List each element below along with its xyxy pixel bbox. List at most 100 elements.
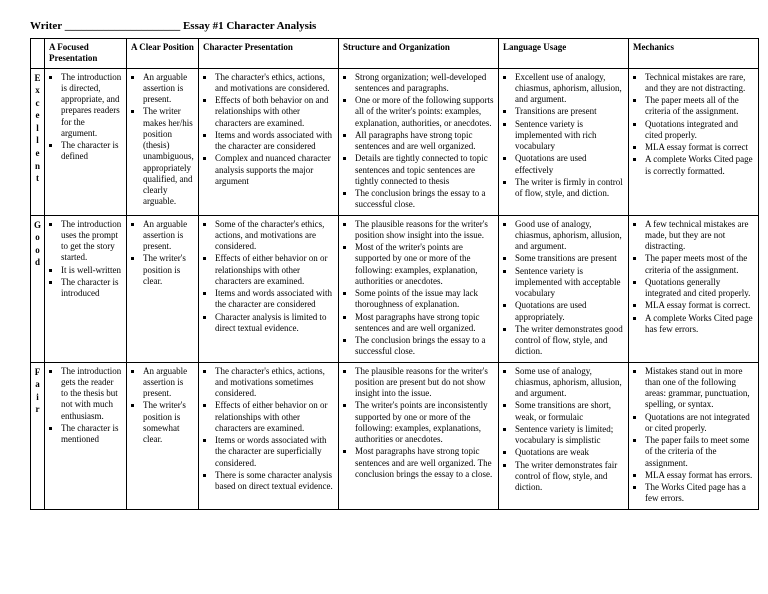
writer-blank: _____________________ — [65, 20, 181, 32]
criteria-item: Transitions are present — [515, 106, 624, 117]
criteria-item: Effects of both behavior on and relation… — [215, 95, 334, 129]
col-mech: Mechanics — [629, 39, 759, 69]
criteria-item: Items and words associated with the char… — [215, 130, 334, 153]
criteria-item: The character's ethics, actions, and mot… — [215, 72, 334, 95]
rubric-header: Writer _____________________ Essay #1 Ch… — [30, 20, 738, 32]
criteria-item: An arguable assertion is present. — [143, 72, 194, 106]
criteria-item: Excellent use of analogy, chiasmus, apho… — [515, 72, 624, 106]
rubric-cell: The introduction is directed, appropriat… — [45, 68, 127, 215]
criteria-list: The character's ethics, actions, and mot… — [203, 72, 334, 188]
criteria-list: An arguable assertion is present.The wri… — [131, 219, 194, 288]
criteria-list: Some of the character's ethics, actions,… — [203, 219, 334, 335]
criteria-item: Quotations are weak — [515, 447, 624, 458]
criteria-item: Some of the character's ethics, actions,… — [215, 219, 334, 253]
rubric-table: A Focused Presentation A Clear Position … — [30, 38, 759, 510]
criteria-list: Good use of analogy, chiasmus, aphorism,… — [503, 219, 624, 358]
row-label: Good — [31, 215, 45, 362]
criteria-item: Mistakes stand out in more than one of t… — [645, 366, 754, 411]
criteria-item: Strong organization; well-developed sent… — [355, 72, 494, 95]
criteria-item: An arguable assertion is present. — [143, 219, 194, 253]
criteria-list: An arguable assertion is present.The wri… — [131, 366, 194, 446]
header-row: A Focused Presentation A Clear Position … — [31, 39, 759, 69]
criteria-list: Mistakes stand out in more than one of t… — [633, 366, 754, 505]
row-label: Excellent — [31, 68, 45, 215]
criteria-item: The writer's position is somewhat clear. — [143, 400, 194, 445]
table-row: Good The introduction uses the prompt to … — [31, 215, 759, 362]
criteria-item: MLA essay format is correct — [645, 142, 754, 153]
col-position: A Clear Position — [127, 39, 199, 69]
criteria-item: The character's ethics, actions, and mot… — [215, 366, 334, 400]
criteria-item: Quotations are not integrated or cited p… — [645, 412, 754, 435]
criteria-item: Effects of either behavior on or relatio… — [215, 400, 334, 434]
criteria-item: A complete Works Cited page has few erro… — [645, 313, 754, 336]
table-row: Fair The introduction gets the reader to … — [31, 362, 759, 509]
rubric-cell: An arguable assertion is present.The wri… — [127, 68, 199, 215]
criteria-item: The writer demonstrates good control of … — [515, 324, 624, 358]
criteria-item: The paper meets most of the criteria of … — [645, 253, 754, 276]
rubric-cell: Strong organization; well-developed sent… — [339, 68, 499, 215]
criteria-item: The introduction is directed, appropriat… — [61, 72, 122, 140]
criteria-list: Excellent use of analogy, chiasmus, apho… — [503, 72, 624, 200]
rubric-cell: The introduction gets the reader to the … — [45, 362, 127, 509]
row-label: Fair — [31, 362, 45, 509]
table-row: Excellent The introduction is directed, a… — [31, 68, 759, 215]
rubric-cell: The plausible reasons for the writer's p… — [339, 215, 499, 362]
criteria-item: A complete Works Cited page is correctly… — [645, 154, 754, 177]
criteria-list: The character's ethics, actions, and mot… — [203, 366, 334, 493]
criteria-item: The introduction gets the reader to the … — [61, 366, 122, 422]
criteria-item: Effects of either behavior on or relatio… — [215, 253, 334, 287]
criteria-list: Strong organization; well-developed sent… — [343, 72, 494, 211]
rubric-cell: The introduction uses the prompt to get … — [45, 215, 127, 362]
criteria-item: Sentence variety is limited; vocabulary … — [515, 424, 624, 447]
criteria-item: The character is defined — [61, 140, 122, 163]
rubric-cell: An arguable assertion is present.The wri… — [127, 362, 199, 509]
rubric-cell: A few technical mistakes are made, but t… — [629, 215, 759, 362]
criteria-list: The plausible reasons for the writer's p… — [343, 366, 494, 481]
criteria-item: The plausible reasons for the writer's p… — [355, 219, 494, 242]
writer-label: Writer — [30, 20, 62, 32]
col-struct: Structure and Organization — [339, 39, 499, 69]
criteria-item: Quotations integrated and cited properly… — [645, 119, 754, 142]
rubric-cell: The character's ethics, actions, and mot… — [199, 362, 339, 509]
criteria-item: The introduction uses the prompt to get … — [61, 219, 122, 264]
criteria-item: There is some character analysis based o… — [215, 470, 334, 493]
rubric-title: Essay #1 Character Analysis — [183, 20, 316, 32]
criteria-item: MLA essay format has errors. — [645, 470, 754, 481]
criteria-list: A few technical mistakes are made, but t… — [633, 219, 754, 336]
criteria-list: The introduction uses the prompt to get … — [49, 219, 122, 300]
criteria-item: Some use of analogy, chiasmus, aphorism,… — [515, 366, 624, 400]
criteria-item: Sentence variety is implemented with ric… — [515, 119, 624, 153]
criteria-item: The paper fails to meet some of the crit… — [645, 435, 754, 469]
criteria-item: MLA essay format is correct. — [645, 300, 754, 311]
col-focus: A Focused Presentation — [45, 39, 127, 69]
criteria-item: Most of the writer's points are supporte… — [355, 242, 494, 287]
criteria-item: It is well-written — [61, 265, 122, 276]
rubric-cell: The plausible reasons for the writer's p… — [339, 362, 499, 509]
rubric-cell: Mistakes stand out in more than one of t… — [629, 362, 759, 509]
criteria-item: Quotations generally integrated and cite… — [645, 277, 754, 300]
criteria-item: The conclusion brings the essay to a suc… — [355, 335, 494, 358]
rubric-cell: Good use of analogy, chiasmus, aphorism,… — [499, 215, 629, 362]
criteria-item: The writer is firmly in control of flow,… — [515, 177, 624, 200]
col-char: Character Presentation — [199, 39, 339, 69]
criteria-item: Sentence variety is implemented with acc… — [515, 266, 624, 300]
criteria-item: The plausible reasons for the writer's p… — [355, 366, 494, 400]
criteria-list: Technical mistakes are rare, and they ar… — [633, 72, 754, 177]
rubric-cell: Technical mistakes are rare, and they ar… — [629, 68, 759, 215]
criteria-item: Some points of the issue may lack thorou… — [355, 288, 494, 311]
rubric-cell: The character's ethics, actions, and mot… — [199, 68, 339, 215]
rubric-cell: Some of the character's ethics, actions,… — [199, 215, 339, 362]
criteria-item: Items or words associated with the chara… — [215, 435, 334, 469]
criteria-item: The character is introduced — [61, 277, 122, 300]
criteria-item: All paragraphs have strong topic sentenc… — [355, 130, 494, 153]
criteria-item: Character analysis is limited to direct … — [215, 312, 334, 335]
criteria-item: Quotations are used appropriately. — [515, 300, 624, 323]
col-lang: Language Usage — [499, 39, 629, 69]
criteria-item: The writer's position is clear. — [143, 253, 194, 287]
criteria-item: Some transitions are short, weak, or for… — [515, 400, 624, 423]
criteria-item: Details are tightly connected to topic s… — [355, 153, 494, 187]
criteria-item: Items and words associated with the char… — [215, 288, 334, 311]
criteria-item: The writer's points are inconsistently s… — [355, 400, 494, 445]
criteria-item: The writer demonstrates fair control of … — [515, 460, 624, 494]
criteria-list: Some use of analogy, chiasmus, aphorism,… — [503, 366, 624, 494]
